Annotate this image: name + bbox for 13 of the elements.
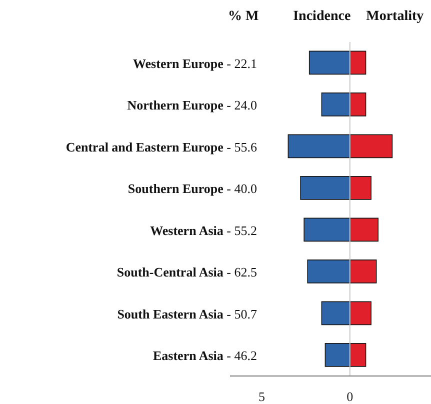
y-tick-label: Northern Europe - 24.0 [127,98,257,113]
y-tick-label: Southern Europe - 40.0 [128,181,257,196]
x-tick-label: 5 [258,389,265,404]
y-tick-label: South-Central Asia - 62.5 [116,264,257,280]
series-label: Incidence [293,9,351,25]
y-tick-label: Western Europe - 22.1 [133,56,257,71]
y-tick-label: Central and Eastern Europe - 55.6 [66,139,258,154]
y-tick-label: Eastern Asia - 46.2 [152,348,257,364]
y-tick-label: Western Asia - 55.2 [150,222,257,238]
y-tick-label: South Eastern Asia - 50.7 [117,306,258,322]
x-tick-label: 0 [346,389,354,404]
text: % M [228,9,259,25]
series-label: Mortality [366,9,424,25]
